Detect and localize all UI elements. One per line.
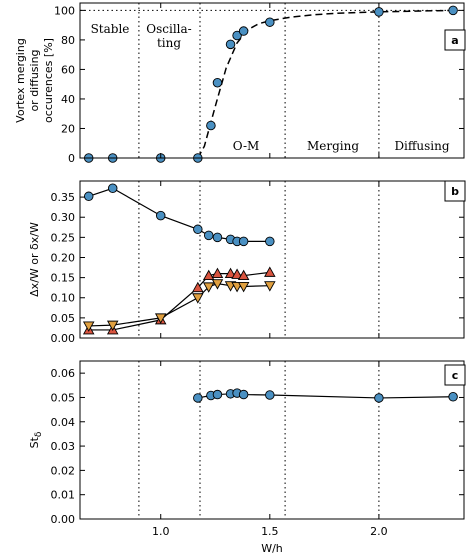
y-tick-label: 0.05 bbox=[51, 312, 76, 325]
data-point bbox=[154, 313, 167, 324]
y-tick-label: 0.05 bbox=[51, 391, 76, 404]
x-tick-label: 1.0 bbox=[152, 525, 170, 538]
y-axis-label: Δx/W or δx/W bbox=[28, 222, 41, 297]
data-point bbox=[106, 320, 119, 332]
data-point bbox=[225, 39, 236, 50]
y-tick-label: 0.25 bbox=[51, 231, 76, 244]
panel-a: 0 20 40 60 80 100 Vortex merging or diffusing oc… bbox=[14, 2, 466, 165]
panel-letter-box bbox=[444, 180, 466, 202]
data-point bbox=[448, 5, 458, 16]
x-tick-label: 2.0 bbox=[370, 525, 388, 538]
y-tick-label: 0.01 bbox=[51, 489, 76, 502]
y-tick-label: 80 bbox=[61, 34, 75, 47]
y-axis-label: or diffusing bbox=[28, 49, 41, 111]
data-point bbox=[193, 393, 203, 403]
data-point bbox=[264, 281, 276, 292]
data-point bbox=[211, 267, 224, 279]
region-label: Stable bbox=[91, 22, 130, 36]
region-label: Oscilla- bbox=[146, 22, 191, 36]
axes-frame bbox=[79, 360, 465, 520]
data-point bbox=[212, 77, 223, 88]
panel-letter-box bbox=[444, 364, 466, 386]
data-point bbox=[374, 7, 384, 17]
data-point bbox=[224, 267, 237, 279]
panel-letter-box bbox=[444, 29, 466, 51]
data-point bbox=[231, 268, 243, 279]
data-point bbox=[82, 321, 95, 332]
data-point bbox=[212, 232, 223, 243]
y-tick-label: 20 bbox=[61, 122, 75, 135]
data-point bbox=[265, 17, 275, 27]
region-label: ting bbox=[157, 36, 181, 50]
data-point bbox=[237, 282, 250, 293]
data-point bbox=[192, 281, 204, 293]
fit-curve bbox=[197, 9, 454, 159]
panel-b: 0.00 0.05 0.10 0.15 0.20 0.25 0.30 0.35 Δx/W or … bbox=[28, 180, 466, 345]
y-tick-label: 0.20 bbox=[51, 251, 76, 264]
y-tick-label: 0.00 bbox=[51, 332, 76, 345]
data-point bbox=[203, 230, 214, 241]
y-tick-label: 0.15 bbox=[51, 272, 76, 285]
region-label: Diffusing bbox=[394, 139, 449, 153]
series-line bbox=[88, 187, 270, 242]
panel-letter: c bbox=[452, 369, 459, 382]
y-tick-label: 40 bbox=[61, 93, 75, 106]
region-label: Merging bbox=[307, 139, 359, 153]
y-axis-label: Vortex merging bbox=[14, 38, 27, 123]
data-point bbox=[83, 191, 94, 202]
data-point bbox=[265, 236, 275, 247]
y-tick-label: 100 bbox=[54, 4, 75, 17]
data-point bbox=[211, 279, 224, 290]
y-tick-label: 0.03 bbox=[51, 440, 76, 453]
y-tick-label: 0.00 bbox=[51, 513, 76, 526]
y-tick-label: 0.06 bbox=[51, 367, 76, 380]
panel-letter: b bbox=[451, 185, 459, 198]
data-point bbox=[237, 269, 250, 281]
data-point bbox=[238, 389, 249, 400]
data-point bbox=[193, 224, 203, 235]
panel-letter: a bbox=[451, 34, 458, 47]
axes-frame bbox=[79, 180, 465, 339]
y-tick-label: 0.10 bbox=[51, 292, 76, 305]
data-point bbox=[107, 183, 118, 193]
data-point bbox=[155, 210, 166, 221]
data-point bbox=[265, 390, 275, 400]
y-tick-label: 60 bbox=[61, 63, 75, 76]
data-point bbox=[202, 282, 215, 293]
data-point bbox=[238, 26, 249, 36]
data-point bbox=[212, 389, 223, 400]
data-point bbox=[206, 120, 216, 131]
data-point bbox=[374, 393, 384, 403]
panel-c: 0.00 0.01 0.02 0.03 0.04 0.05 0.06 1.0 1.5 2.0 W/h… bbox=[28, 360, 466, 555]
y-tick-label: 0.04 bbox=[51, 416, 76, 429]
data-point bbox=[202, 269, 215, 281]
y-tick-label: 0.30 bbox=[51, 211, 76, 224]
data-point bbox=[238, 236, 249, 247]
y-tick-label: 0 bbox=[68, 152, 75, 165]
data-point bbox=[264, 266, 276, 277]
data-point bbox=[232, 30, 242, 41]
y-tick-label: 0.02 bbox=[51, 464, 76, 477]
region-label: O-M bbox=[233, 139, 260, 153]
y-axis-label: occurences [%] bbox=[42, 38, 55, 123]
axes-frame bbox=[79, 2, 465, 159]
x-tick-label: 1.5 bbox=[261, 525, 279, 538]
y-axis-label: Stδ bbox=[28, 431, 44, 448]
data-point bbox=[192, 293, 204, 304]
y-tick-label: 0.35 bbox=[51, 191, 76, 204]
x-axis-label: W/h bbox=[261, 542, 283, 555]
data-point bbox=[448, 391, 458, 402]
